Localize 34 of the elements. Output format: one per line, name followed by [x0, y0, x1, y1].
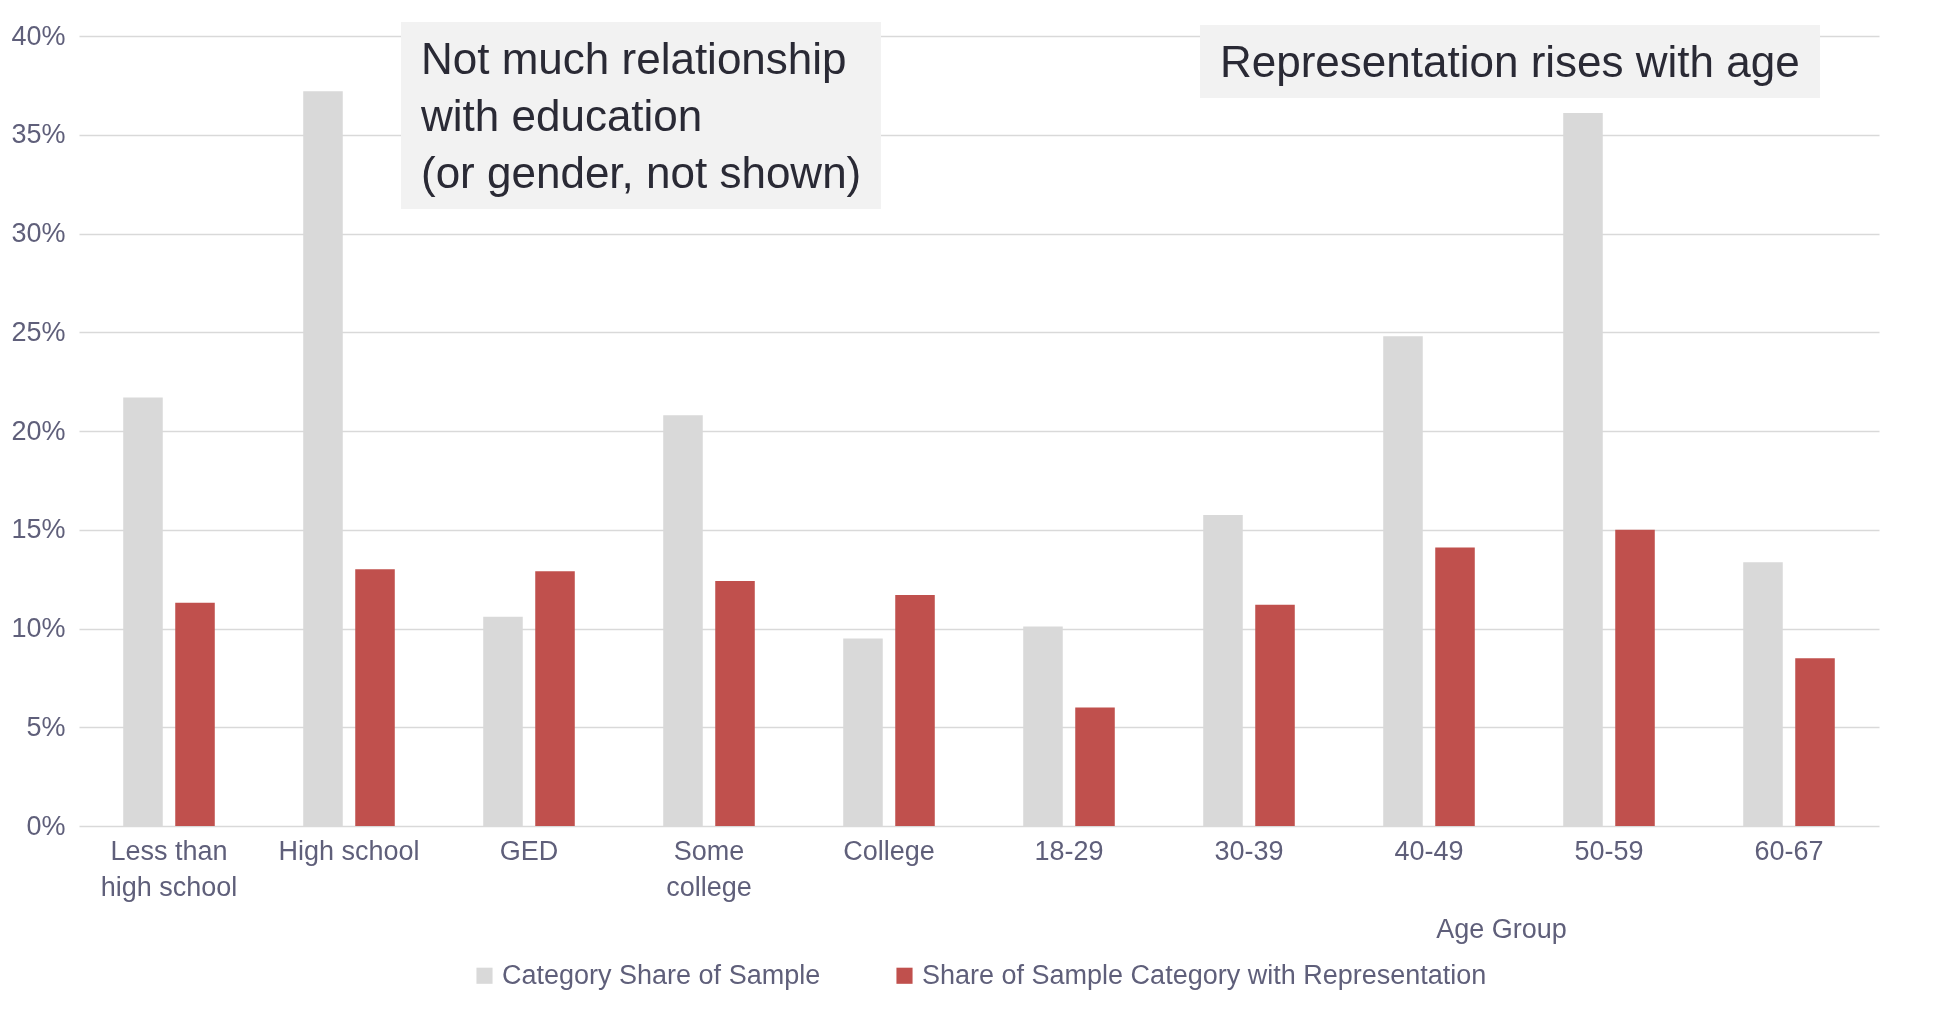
bar	[1435, 547, 1475, 826]
annotation: Representation rises with age	[1200, 25, 1820, 98]
annotation: Not much relationship with education (or gender, not shown)	[401, 22, 882, 209]
y-tick-label: 10%	[11, 613, 66, 643]
y-tick-label: 15%	[11, 514, 66, 545]
bar	[535, 571, 575, 826]
x-axis-title: Age Group	[1436, 913, 1567, 944]
bar	[1615, 529, 1655, 826]
x-tick-label: 60-67	[1754, 835, 1824, 866]
legend-label: Category Share of Sample	[502, 959, 821, 990]
y-tick-label: 5%	[26, 711, 66, 742]
y-tick-label: 0%	[26, 810, 66, 841]
bar	[715, 581, 755, 826]
x-tick-label: GED	[499, 835, 559, 866]
x-tick-label: 40-49	[1394, 835, 1464, 866]
y-tick-label: 40%	[11, 20, 66, 51]
x-tick-label: 50-59	[1574, 835, 1644, 866]
x-tick-label: Some college	[666, 835, 752, 902]
x-tick-label: 18-29	[1034, 835, 1104, 866]
x-tick-label: Less than high school	[100, 835, 238, 902]
y-tick-label: 35%	[11, 119, 66, 150]
x-tick-label: High school	[278, 835, 420, 866]
bar	[1795, 658, 1835, 826]
y-tick-label: 20%	[11, 415, 66, 446]
bar	[175, 602, 215, 826]
bar	[1075, 707, 1115, 826]
x-tick-label: College	[843, 835, 935, 866]
x-tick-label: 30-39	[1214, 835, 1284, 866]
y-tick-label: 25%	[11, 316, 66, 347]
bar	[1255, 604, 1295, 826]
bar	[355, 569, 395, 826]
legend-label: Share of Sample Category with Representation	[922, 959, 1487, 990]
bar	[895, 594, 935, 826]
y-tick-label: 30%	[11, 218, 66, 248]
